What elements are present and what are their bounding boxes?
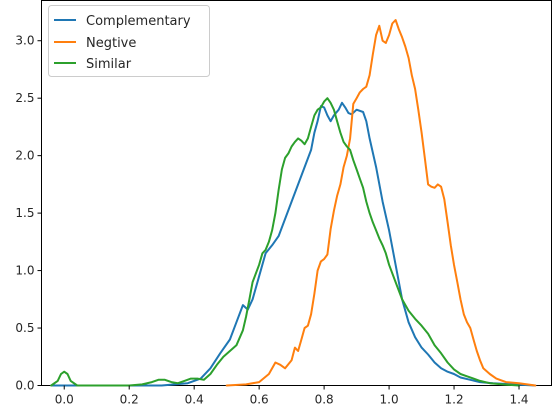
- legend: Complementary Negtive Similar: [48, 5, 210, 77]
- series-line-negtive: [225, 19, 537, 387]
- y-tick-label: 2.5: [15, 91, 34, 105]
- x-tick-label: 1.0: [380, 393, 399, 407]
- legend-label-similar: Similar: [86, 57, 132, 72]
- x-tick-label: 0.0: [55, 393, 74, 407]
- legend-label-complementary: Complementary: [86, 14, 191, 29]
- series-line-similar: [50, 97, 520, 387]
- y-tick-label: 0.5: [15, 321, 34, 335]
- x-tick-label: 1.2: [445, 393, 464, 407]
- legend-label-negtive: Negtive: [86, 36, 136, 51]
- y-tick-label: 2.0: [15, 149, 34, 163]
- y-tick-label: 3.0: [15, 34, 34, 48]
- x-tick-label: 0.2: [120, 393, 139, 407]
- legend-box: [48, 5, 210, 77]
- y-axis: 0.0 0.5 1.0 1.5 2.0 2.5 3.0: [15, 34, 42, 393]
- x-tick-label: 0.8: [315, 393, 334, 407]
- y-tick-label: 1.5: [15, 206, 34, 220]
- x-tick-label: 0.6: [250, 393, 269, 407]
- x-axis: 0.0 0.2 0.4 0.6 0.8 1.0 1.2 1.4: [55, 385, 529, 407]
- series-line-complementary: [50, 101, 537, 387]
- y-tick-label: 0.0: [15, 379, 34, 393]
- y-tick-label: 1.0: [15, 264, 34, 278]
- x-tick-label: 1.4: [509, 393, 528, 407]
- x-tick-label: 0.4: [185, 393, 204, 407]
- series-layer: [50, 19, 537, 387]
